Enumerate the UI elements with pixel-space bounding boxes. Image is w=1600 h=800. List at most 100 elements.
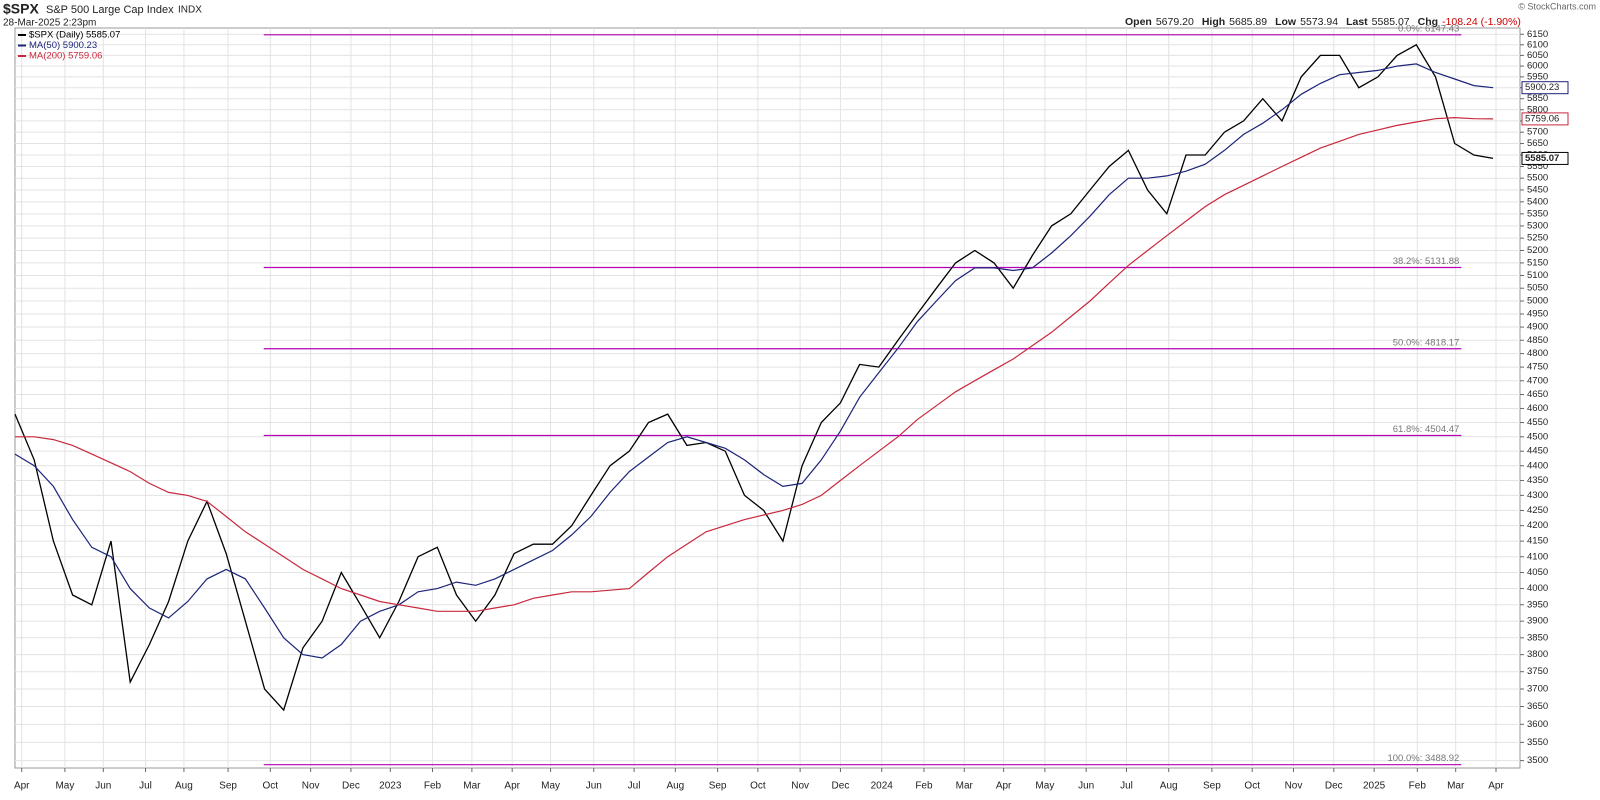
- x-tick-label: Sep: [219, 781, 237, 792]
- y-tick-label: 4750: [1527, 362, 1548, 373]
- y-tick-label: 5450: [1527, 184, 1548, 195]
- y-tick-label: 3550: [1527, 737, 1548, 748]
- x-tick-label: Jun: [1078, 781, 1094, 792]
- x-tick-label: Feb: [1409, 781, 1427, 792]
- quote-label: High: [1202, 16, 1225, 28]
- y-tick-label: 4200: [1527, 520, 1548, 531]
- quote-value: 5573.94: [1300, 16, 1338, 28]
- x-tick-label: Nov: [302, 781, 320, 792]
- x-tick-label: Feb: [915, 781, 933, 792]
- x-tick-label: Aug: [175, 781, 193, 792]
- y-tick-label: 5050: [1527, 283, 1548, 294]
- x-tick-label: Aug: [1160, 781, 1178, 792]
- value-box: [1521, 151, 1569, 165]
- y-tick-label: 4300: [1527, 490, 1548, 501]
- value-box-label: 5900.23: [1525, 82, 1559, 93]
- symbol: $SPX: [3, 1, 39, 17]
- y-tick-label: 4850: [1527, 335, 1548, 346]
- legend-label: MA(50) 5900.23: [29, 40, 97, 51]
- y-tick-label: 5950: [1527, 71, 1548, 82]
- x-tick-label: Jul: [628, 781, 641, 792]
- y-tick-label: 5850: [1527, 93, 1548, 104]
- fib-label: 100.0%: 3488.92: [1387, 753, 1459, 764]
- y-tick-label: 4100: [1527, 551, 1548, 562]
- y-tick-label: 5700: [1527, 127, 1548, 138]
- value-box: [1521, 112, 1569, 126]
- legend-label: MA(200) 5759.06: [29, 51, 102, 62]
- x-tick-label: Mar: [463, 781, 481, 792]
- x-tick-label: May: [55, 781, 74, 792]
- y-tick-label: 4050: [1527, 567, 1548, 578]
- y-tick-label: 5250: [1527, 233, 1548, 244]
- quote-label: Low: [1275, 16, 1297, 28]
- y-tick-label: 6150: [1527, 29, 1548, 40]
- y-tick-label: 3600: [1527, 719, 1548, 730]
- quote-value: 5685.89: [1229, 16, 1267, 28]
- y-tick-label: 4450: [1527, 446, 1548, 457]
- y-tick-label: 6100: [1527, 39, 1548, 50]
- y-tick-label: 4600: [1527, 403, 1548, 414]
- y-tick-label: 6050: [1527, 50, 1548, 61]
- y-tick-label: 4500: [1527, 431, 1548, 442]
- x-tick-label: 2025: [1363, 781, 1386, 792]
- credit: © StockCharts.com: [1518, 1, 1596, 11]
- x-tick-label: Oct: [1244, 781, 1260, 792]
- y-tick-label: 3850: [1527, 632, 1548, 643]
- fib-label: 61.8%: 4504.47: [1393, 424, 1460, 435]
- x-tick-label: Apr: [504, 781, 520, 792]
- y-tick-label: 4800: [1527, 348, 1548, 359]
- quote-value: 5585.07: [1372, 16, 1410, 28]
- x-tick-label: Dec: [1325, 781, 1343, 792]
- timestamp: 28-Mar-2025 2:23pm: [3, 18, 96, 29]
- y-tick-label: 4250: [1527, 505, 1548, 516]
- y-tick-label: 4400: [1527, 460, 1548, 471]
- y-tick-label: 6000: [1527, 61, 1548, 72]
- y-tick-label: 3650: [1527, 701, 1548, 712]
- y-tick-label: 3900: [1527, 616, 1548, 627]
- x-tick-label: Dec: [342, 781, 360, 792]
- x-tick-label: Oct: [263, 781, 279, 792]
- x-tick-label: Jul: [139, 781, 152, 792]
- series-line: [14, 63, 1494, 659]
- x-tick-label: 2024: [871, 781, 894, 792]
- x-tick-label: Jul: [1120, 781, 1133, 792]
- y-tick-label: 4000: [1527, 583, 1548, 594]
- quote-value: 5679.20: [1156, 16, 1194, 28]
- value-box-label: 5759.06: [1525, 113, 1559, 124]
- x-tick-label: Mar: [956, 781, 974, 792]
- x-tick-label: Apr: [14, 781, 30, 792]
- x-tick-label: Apr: [1488, 781, 1504, 792]
- y-tick-label: 5500: [1527, 173, 1548, 184]
- x-tick-label: Aug: [666, 781, 684, 792]
- y-tick-label: 5650: [1527, 138, 1548, 149]
- y-tick-label: 5550: [1527, 161, 1548, 172]
- quote-value: -108.24 (-1.90%): [1442, 16, 1521, 28]
- y-tick-label: 5800: [1527, 104, 1548, 115]
- y-tick-label: 4700: [1527, 375, 1548, 386]
- y-tick-label: 3800: [1527, 649, 1548, 660]
- series-line: [14, 43, 1494, 712]
- quote-label: Chg: [1418, 16, 1438, 28]
- legend-label: $SPX (Daily) 5585.07: [29, 30, 120, 41]
- y-tick-label: 3950: [1527, 599, 1548, 610]
- x-tick-label: Dec: [832, 781, 850, 792]
- x-tick-label: Feb: [424, 781, 442, 792]
- fib-label: 38.2%: 5131.88: [1393, 256, 1460, 267]
- y-tick-label: 5400: [1527, 196, 1548, 207]
- y-tick-label: 3750: [1527, 666, 1548, 677]
- y-tick-label: 5200: [1527, 245, 1548, 256]
- x-tick-label: Jun: [95, 781, 111, 792]
- plot-frame: [14, 27, 1521, 769]
- y-tick-label: 3500: [1527, 755, 1548, 766]
- y-tick-label: 5350: [1527, 208, 1548, 219]
- x-tick-label: Sep: [1203, 781, 1221, 792]
- x-tick-label: 2023: [379, 781, 402, 792]
- y-tick-label: 4150: [1527, 536, 1548, 547]
- y-tick-label: 4900: [1527, 322, 1548, 333]
- exchange: INDX: [178, 5, 202, 16]
- y-tick-label: 4350: [1527, 475, 1548, 486]
- fib-label: 50.0%: 4818.17: [1393, 337, 1460, 348]
- x-tick-label: Apr: [996, 781, 1012, 792]
- x-tick-label: Nov: [791, 781, 809, 792]
